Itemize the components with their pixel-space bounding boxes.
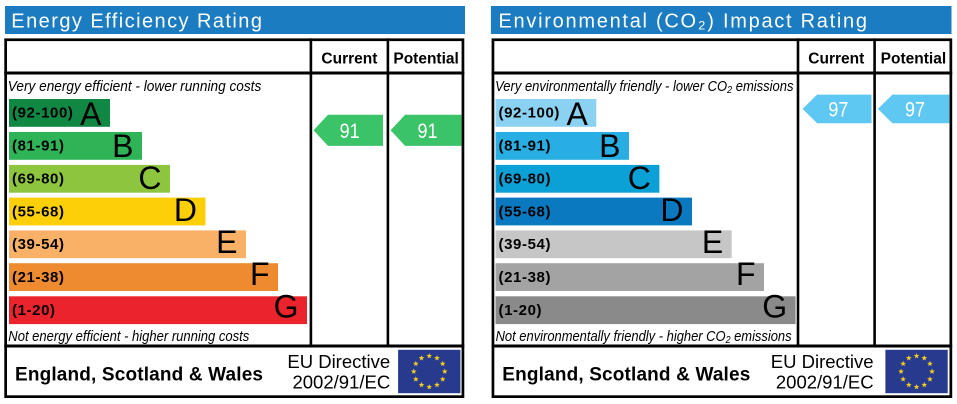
svg-text:(55-68): (55-68)	[499, 203, 552, 220]
svg-text:G: G	[274, 289, 299, 325]
svg-text:England, Scotland & Wales: England, Scotland & Wales	[15, 365, 263, 386]
svg-text:(21-38): (21-38)	[499, 269, 552, 286]
svg-text:EU Directive: EU Directive	[287, 351, 390, 372]
svg-text:(69-80): (69-80)	[499, 171, 552, 188]
svg-text:F: F	[250, 256, 270, 292]
svg-text:C: C	[628, 160, 651, 196]
svg-text:(92-100): (92-100)	[12, 105, 74, 122]
svg-text:Energy Efficiency Rating: Energy Efficiency Rating	[11, 11, 262, 33]
svg-text:A: A	[80, 96, 102, 132]
svg-text:EU Directive: EU Directive	[771, 351, 874, 372]
svg-text:G: G	[762, 289, 787, 325]
svg-text:97: 97	[828, 99, 848, 122]
svg-text:(81-91): (81-91)	[12, 138, 65, 155]
svg-text:(1-20): (1-20)	[12, 302, 56, 319]
svg-text:Current: Current	[808, 51, 864, 68]
svg-text:(1-20): (1-20)	[499, 302, 543, 319]
svg-text:(21-38): (21-38)	[12, 269, 65, 286]
svg-text:C: C	[138, 160, 161, 196]
svg-text:F: F	[736, 256, 756, 292]
svg-text:Very environmentally friendly: Very environmentally friendly - lower CO…	[495, 78, 794, 95]
svg-text:91: 91	[418, 120, 438, 143]
svg-text:Not environmentally friendly -: Not environmentally friendly - higher CO…	[496, 328, 792, 345]
svg-text:91: 91	[340, 120, 360, 143]
svg-text:D: D	[660, 192, 683, 228]
svg-text:2002/91/EC: 2002/91/EC	[292, 371, 390, 392]
svg-text:England, Scotland & Wales: England, Scotland & Wales	[502, 365, 750, 386]
svg-text:Potential: Potential	[393, 51, 458, 68]
svg-text:2002/91/EC: 2002/91/EC	[776, 371, 874, 392]
svg-text:D: D	[174, 192, 197, 228]
svg-text:(39-54): (39-54)	[12, 236, 65, 253]
svg-text:A: A	[566, 96, 588, 132]
svg-text:(39-54): (39-54)	[499, 236, 552, 253]
svg-text:Not energy efficient - higher: Not energy efficient - higher running co…	[8, 328, 249, 345]
svg-text:E: E	[702, 224, 723, 260]
svg-text:B: B	[112, 128, 133, 164]
svg-text:Environmental (CO₂) Impact Rat: Environmental (CO₂) Impact Rating	[499, 11, 868, 33]
svg-text:(92-100): (92-100)	[499, 105, 561, 122]
svg-text:97: 97	[905, 99, 925, 122]
svg-text:(55-68): (55-68)	[12, 203, 65, 220]
svg-text:(81-91): (81-91)	[499, 138, 552, 155]
svg-text:Current: Current	[321, 51, 377, 68]
svg-text:E: E	[216, 224, 237, 260]
svg-text:Very energy efficient - lower: Very energy efficient - lower running co…	[8, 78, 262, 95]
svg-text:Potential: Potential	[881, 51, 946, 68]
svg-text:B: B	[599, 128, 620, 164]
svg-text:(69-80): (69-80)	[12, 171, 65, 188]
